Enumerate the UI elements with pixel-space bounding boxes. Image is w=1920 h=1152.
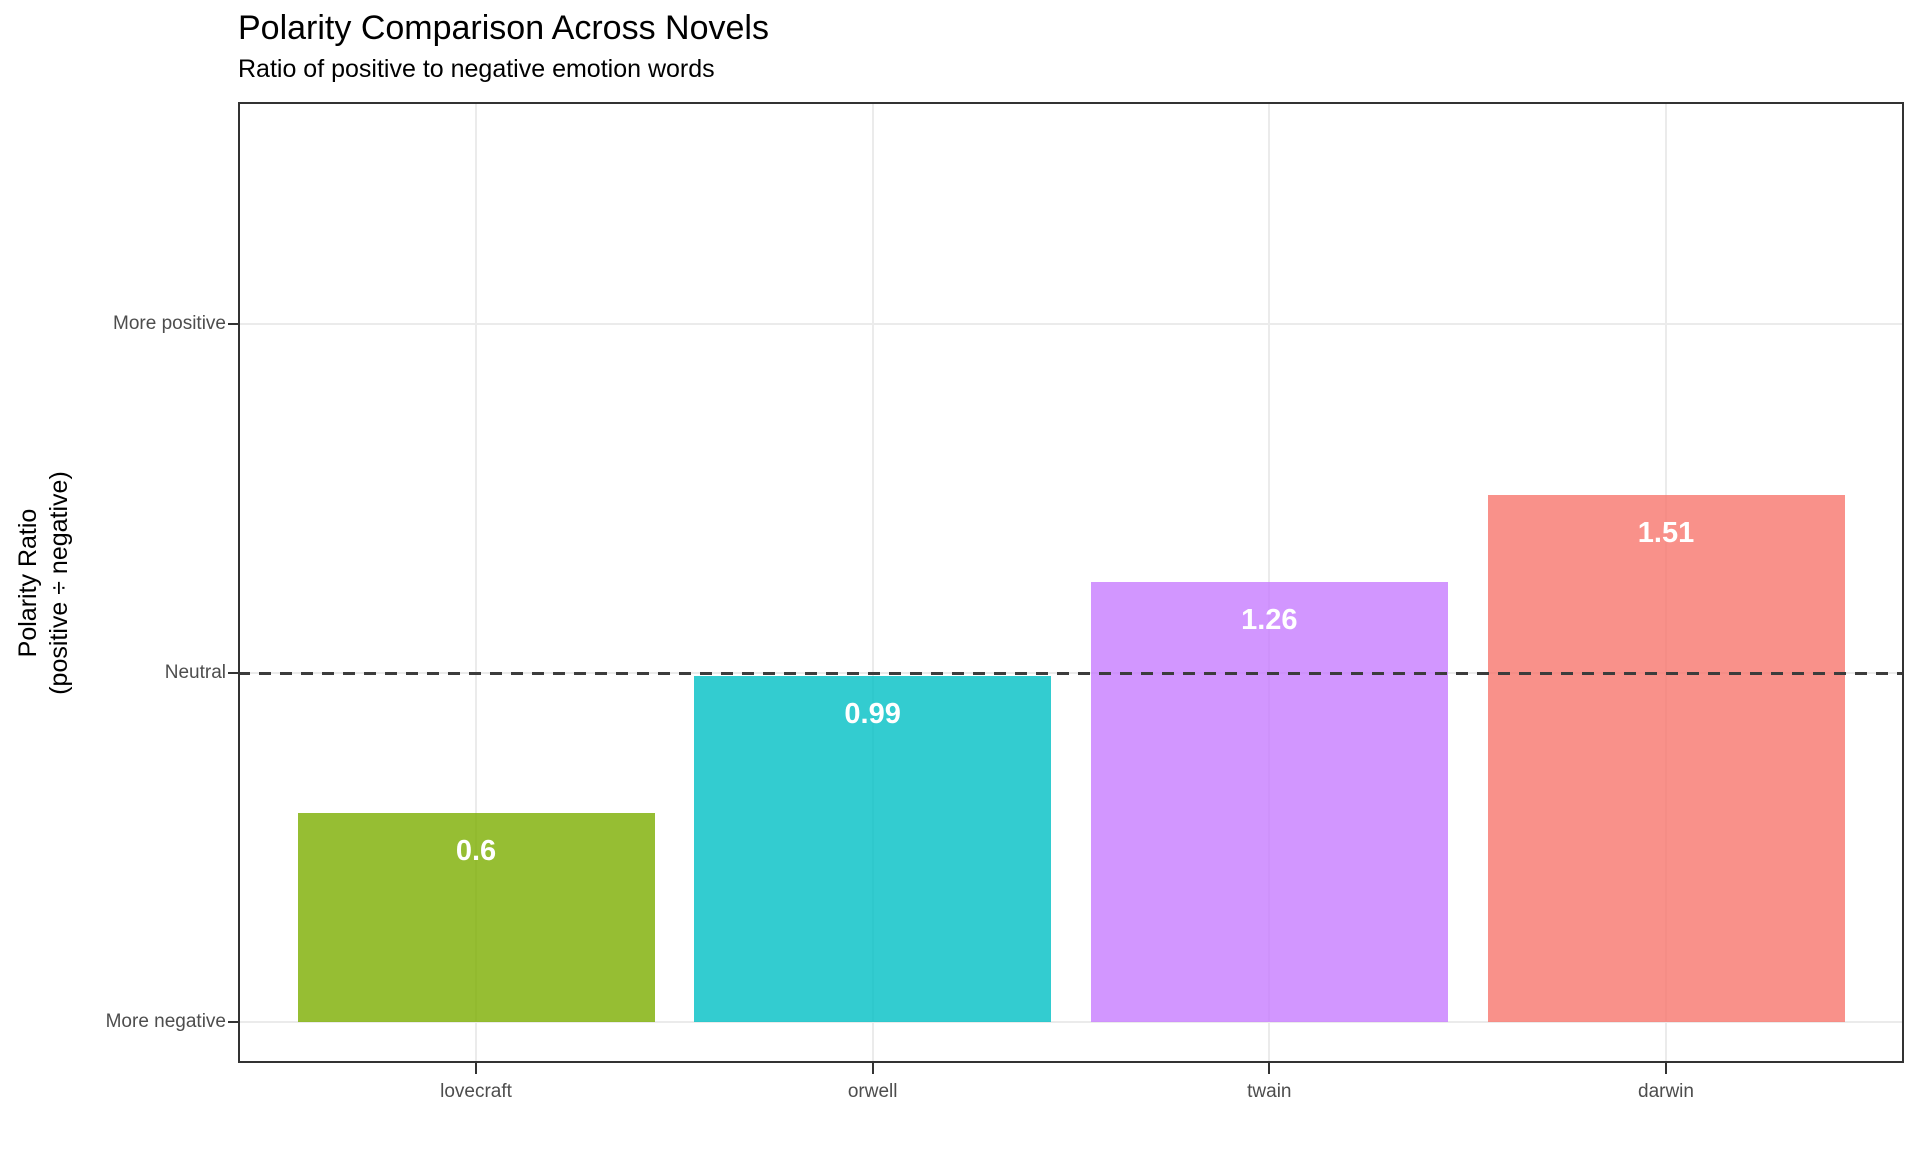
neutral-reference-line (238, 672, 1904, 675)
y-axis-title-line1: Polarity Ratio (14, 508, 42, 658)
x-axis-tick (1665, 1063, 1667, 1074)
y-tick-label: Neutral (164, 662, 226, 683)
gridline-horizontal (238, 323, 1904, 325)
bar-darwin (1487, 495, 1845, 1022)
bar-value-label: 1.26 (1241, 604, 1298, 637)
bar-orwell (694, 676, 1052, 1022)
bar-value-label: 1.51 (1637, 517, 1695, 549)
x-tick-label: lovecraft (440, 1081, 512, 1102)
gridline-vertical (871, 102, 874, 1063)
y-axis-title-line2: (positive ÷ negative) (45, 471, 73, 695)
y-axis-tick (228, 323, 238, 325)
x-axis-tick (1268, 1063, 1271, 1074)
x-tick-label: darwin (1638, 1081, 1694, 1102)
bar-twain (1090, 582, 1448, 1022)
x-axis-tick (871, 1063, 874, 1074)
x-tick-label: twain (1247, 1081, 1292, 1102)
plot-panel: 0.6 0.99 1.26 1.51 (238, 102, 1904, 1063)
y-axis-title: Polarity Ratio (positive ÷ negative) (13, 283, 75, 883)
y-axis-tick (228, 672, 238, 674)
y-tick-label: More positive (113, 313, 226, 334)
y-axis-tick (228, 1021, 238, 1023)
gridline-horizontal (238, 1021, 1904, 1023)
y-tick-label: More negative (105, 1011, 226, 1032)
chart-title: Polarity Comparison Across Novels (238, 9, 769, 47)
chart-subtitle: Ratio of positive to negative emotion wo… (238, 55, 715, 83)
gridline-vertical (475, 102, 477, 1063)
x-axis-tick (475, 1063, 477, 1074)
bar-lovecraft (297, 812, 655, 1022)
bar-value-label: 0.6 (455, 834, 497, 867)
x-tick-label: orwell (847, 1081, 898, 1102)
bar-value-label: 0.99 (844, 698, 901, 731)
